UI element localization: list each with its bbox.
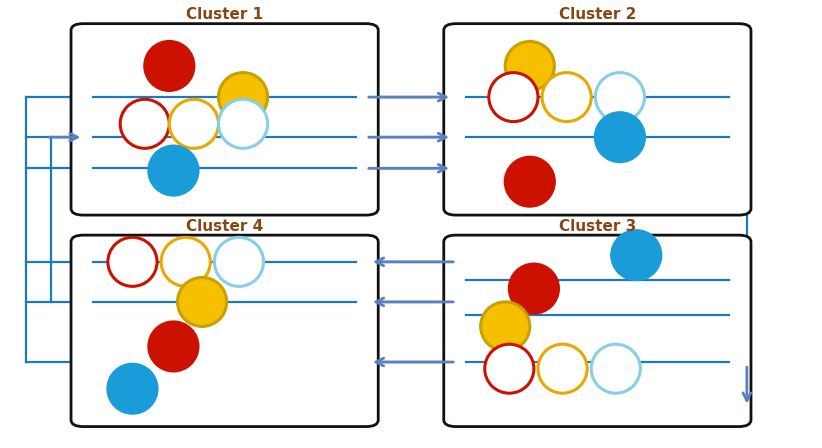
Ellipse shape (145, 41, 194, 90)
Ellipse shape (149, 322, 198, 371)
Ellipse shape (481, 302, 530, 351)
Ellipse shape (149, 146, 198, 195)
Text: Cluster 3: Cluster 3 (559, 219, 636, 234)
Text: Cluster 1: Cluster 1 (186, 7, 263, 22)
Ellipse shape (120, 99, 169, 148)
Ellipse shape (591, 344, 640, 393)
Ellipse shape (538, 344, 587, 393)
Ellipse shape (506, 41, 554, 90)
Ellipse shape (510, 264, 558, 313)
Ellipse shape (485, 344, 533, 393)
Ellipse shape (169, 99, 219, 148)
Ellipse shape (215, 237, 264, 286)
FancyBboxPatch shape (71, 24, 378, 215)
Ellipse shape (595, 113, 644, 162)
Ellipse shape (595, 73, 644, 121)
Ellipse shape (161, 237, 210, 286)
Ellipse shape (219, 73, 268, 121)
Ellipse shape (612, 231, 661, 280)
Text: Cluster 4: Cluster 4 (186, 219, 263, 234)
Ellipse shape (506, 157, 554, 206)
Ellipse shape (178, 277, 227, 327)
FancyBboxPatch shape (444, 235, 751, 426)
Ellipse shape (108, 237, 157, 286)
Ellipse shape (542, 73, 591, 121)
FancyBboxPatch shape (71, 235, 378, 426)
FancyBboxPatch shape (444, 24, 751, 215)
Ellipse shape (219, 99, 268, 148)
Ellipse shape (108, 364, 157, 413)
Ellipse shape (489, 73, 538, 121)
Text: Cluster 2: Cluster 2 (559, 7, 636, 22)
